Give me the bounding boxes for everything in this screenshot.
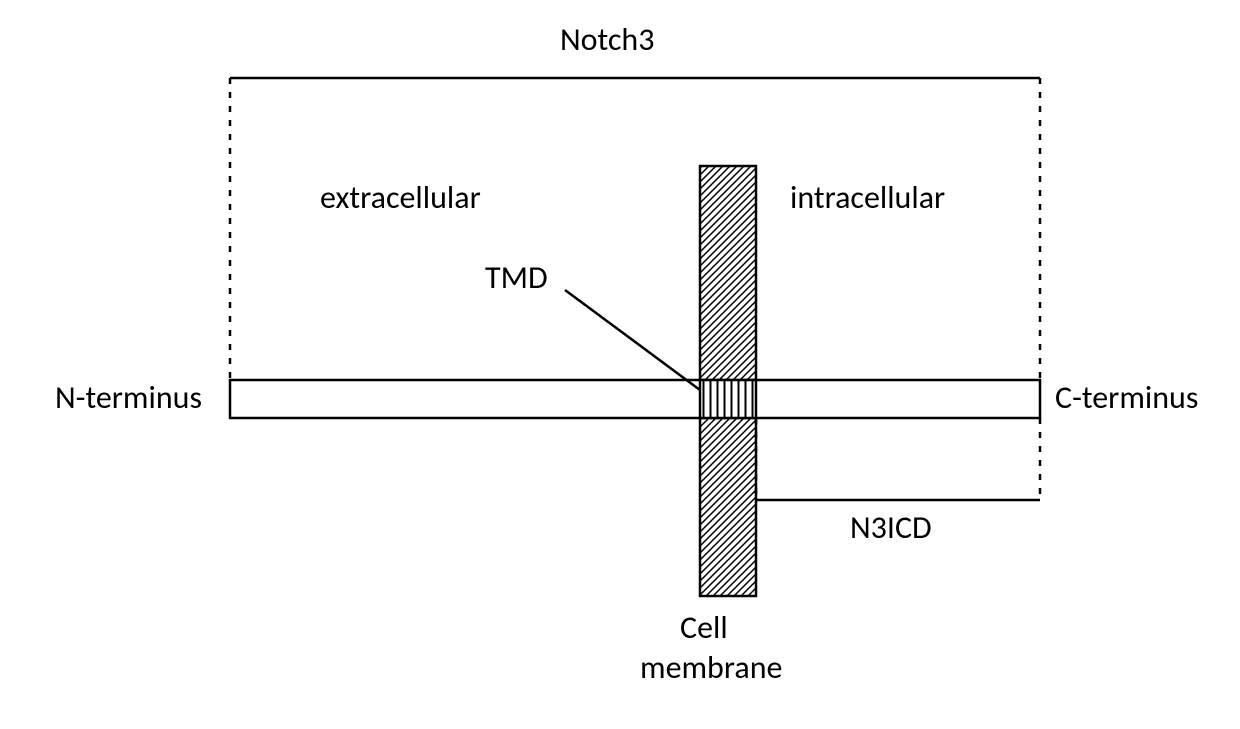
- c-terminus-label: C-terminus: [1055, 380, 1198, 415]
- n3icd-label: N3ICD: [850, 510, 932, 545]
- title-label: Notch3: [560, 22, 654, 57]
- intracellular-label: intracellular: [790, 180, 945, 215]
- extracellular-label: extracellular: [320, 180, 481, 215]
- cell-label: Cell: [680, 610, 728, 645]
- tmd-region: [700, 380, 756, 418]
- membrane-label: membrane: [640, 650, 782, 685]
- tmd-label: TMD: [485, 260, 548, 295]
- tmd-leader-line: [565, 290, 700, 390]
- n-terminus-label: N-terminus: [55, 380, 202, 415]
- notch-bar: [230, 380, 1040, 418]
